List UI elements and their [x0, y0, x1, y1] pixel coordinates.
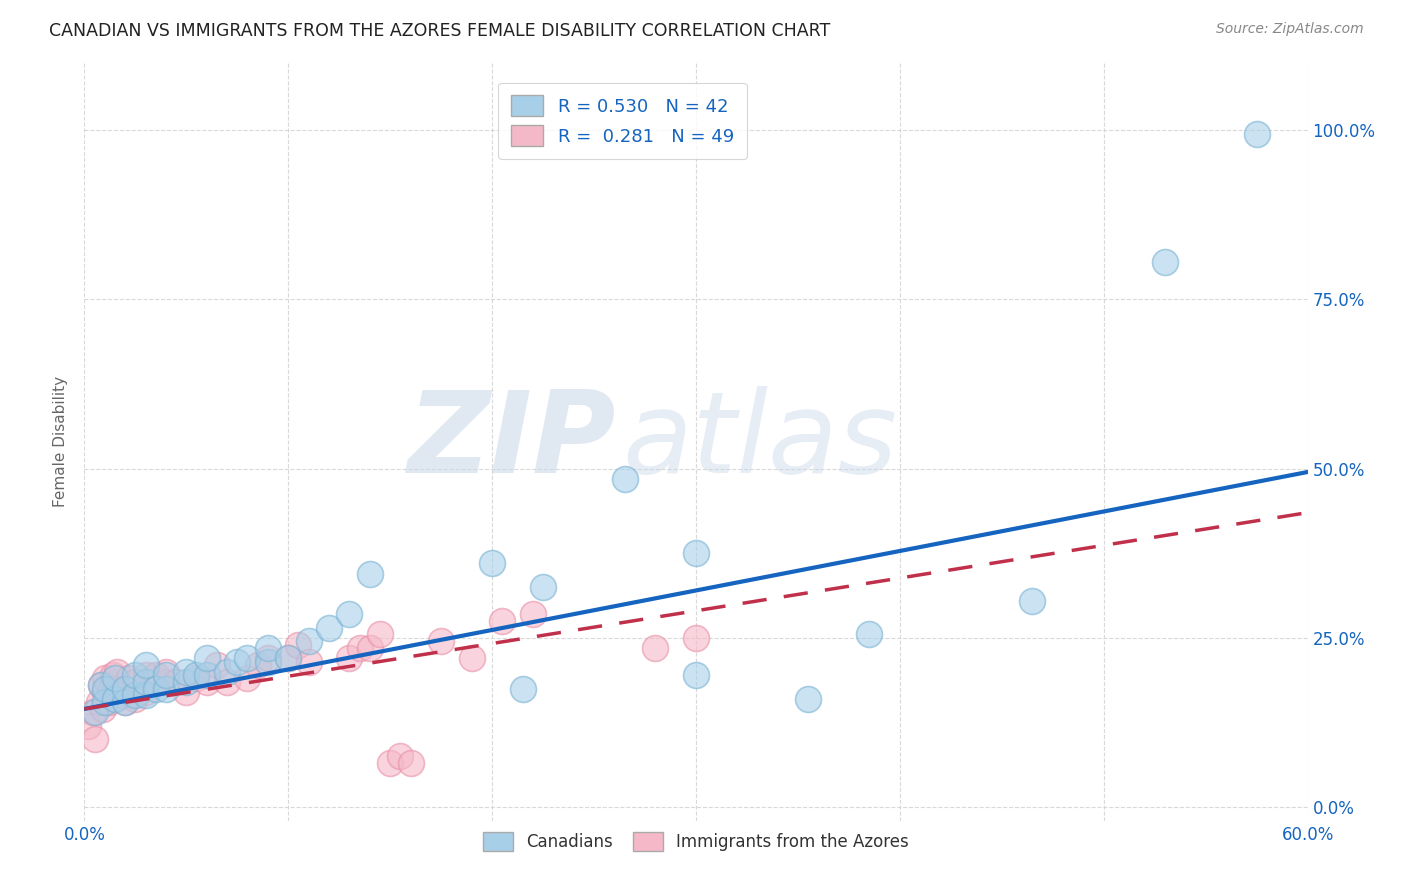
- Point: [195, 651, 218, 665]
- Point: [104, 672, 127, 686]
- Point: [318, 621, 340, 635]
- Point: [124, 689, 146, 703]
- Point: [77, 719, 100, 733]
- Point: [613, 472, 636, 486]
- Point: [135, 674, 157, 689]
- Point: [93, 672, 115, 686]
- Point: [90, 678, 112, 692]
- Point: [349, 640, 371, 655]
- Point: [389, 749, 412, 764]
- Point: [174, 674, 197, 689]
- Point: [298, 655, 321, 669]
- Point: [226, 655, 249, 669]
- Point: [195, 674, 218, 689]
- Point: [104, 681, 127, 696]
- Point: [105, 665, 128, 679]
- Point: [685, 668, 707, 682]
- Y-axis label: Female Disability: Female Disability: [53, 376, 69, 508]
- Text: atlas: atlas: [623, 386, 897, 497]
- Point: [461, 651, 484, 665]
- Point: [87, 695, 110, 709]
- Point: [155, 665, 177, 679]
- Point: [399, 756, 422, 770]
- Text: CANADIAN VS IMMIGRANTS FROM THE AZORES FEMALE DISABILITY CORRELATION CHART: CANADIAN VS IMMIGRANTS FROM THE AZORES F…: [49, 22, 831, 40]
- Point: [135, 689, 157, 703]
- Point: [531, 580, 554, 594]
- Point: [298, 634, 321, 648]
- Point: [339, 607, 361, 622]
- Point: [145, 681, 167, 696]
- Point: [90, 678, 112, 692]
- Point: [93, 681, 115, 696]
- Point: [359, 566, 381, 581]
- Point: [135, 668, 157, 682]
- Text: Source: ZipAtlas.com: Source: ZipAtlas.com: [1216, 22, 1364, 37]
- Point: [135, 685, 157, 699]
- Point: [685, 631, 707, 645]
- Point: [217, 665, 239, 679]
- Point: [118, 672, 141, 686]
- Point: [165, 674, 187, 689]
- Point: [430, 634, 453, 648]
- Point: [155, 668, 177, 682]
- Point: [287, 638, 309, 652]
- Point: [100, 681, 122, 696]
- Point: [174, 685, 197, 699]
- Point: [93, 685, 115, 699]
- Point: [135, 657, 157, 672]
- Point: [1021, 593, 1043, 607]
- Text: ZIP: ZIP: [408, 386, 616, 497]
- Point: [114, 695, 136, 709]
- Point: [522, 607, 544, 622]
- Point: [174, 665, 197, 679]
- Point: [217, 674, 239, 689]
- Point: [110, 689, 132, 703]
- Point: [380, 756, 402, 770]
- Point: [114, 681, 136, 696]
- Point: [101, 668, 124, 682]
- Point: [236, 672, 259, 686]
- Point: [186, 672, 208, 686]
- Point: [368, 627, 391, 641]
- Point: [257, 655, 280, 669]
- Point: [82, 706, 104, 720]
- Point: [155, 674, 177, 689]
- Point: [195, 668, 218, 682]
- Point: [124, 668, 146, 682]
- Point: [124, 691, 146, 706]
- Point: [257, 651, 280, 665]
- Point: [97, 695, 120, 709]
- Point: [685, 546, 707, 560]
- Point: [124, 674, 146, 689]
- Point: [246, 657, 269, 672]
- Point: [512, 681, 534, 696]
- Point: [1154, 255, 1177, 269]
- Point: [481, 557, 503, 571]
- Point: [359, 640, 381, 655]
- Point: [277, 651, 299, 665]
- Point: [186, 668, 208, 682]
- Point: [257, 640, 280, 655]
- Point: [91, 702, 114, 716]
- Point: [797, 691, 820, 706]
- Point: [339, 651, 361, 665]
- Point: [644, 640, 666, 655]
- Point: [114, 681, 136, 696]
- Legend: Canadians, Immigrants from the Azores: Canadians, Immigrants from the Azores: [477, 825, 915, 858]
- Point: [491, 614, 513, 628]
- Point: [277, 651, 299, 665]
- Point: [93, 695, 115, 709]
- Point: [236, 651, 259, 665]
- Point: [155, 681, 177, 696]
- Point: [104, 691, 127, 706]
- Point: [205, 657, 228, 672]
- Point: [114, 695, 136, 709]
- Point: [145, 668, 167, 682]
- Point: [83, 732, 105, 747]
- Point: [1246, 127, 1268, 141]
- Point: [83, 706, 105, 720]
- Point: [858, 627, 880, 641]
